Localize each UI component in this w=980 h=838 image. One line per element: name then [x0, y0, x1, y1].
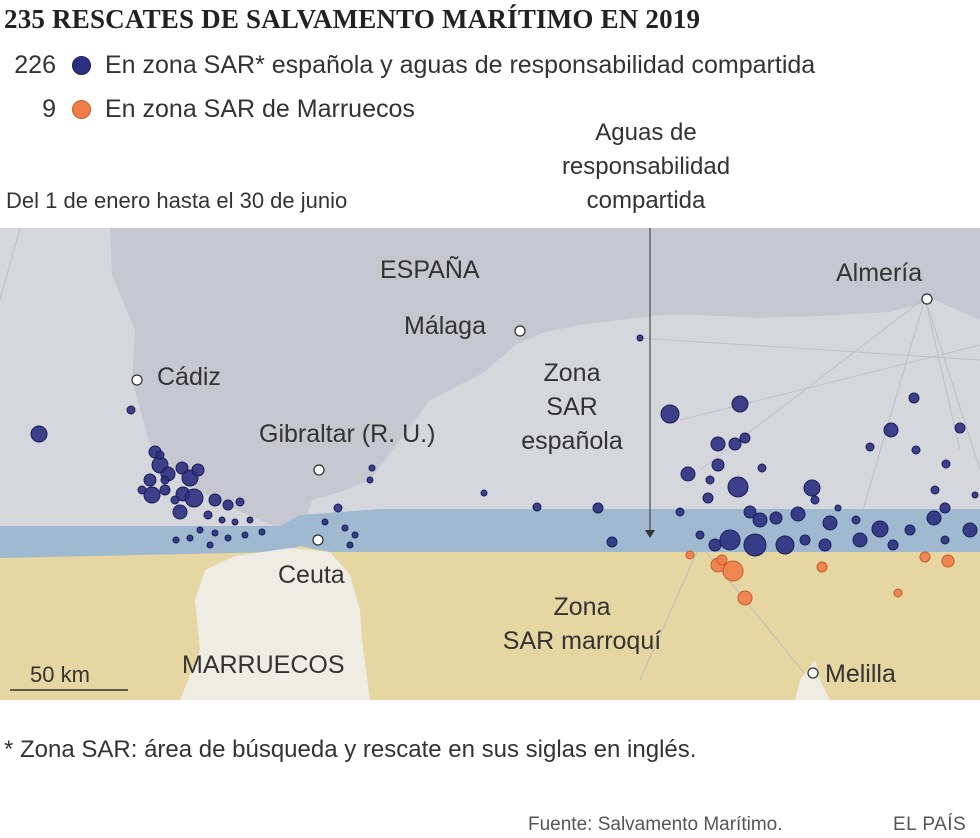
rescue-points-spanish [30, 334, 979, 557]
source-credit: Fuente: Salvamento Marítimo. [528, 814, 783, 835]
legend-label-morocco: En zona SAR de Marruecos [105, 94, 415, 123]
shared-waters-annotation: Aguas de responsabilidad compartida [561, 119, 731, 214]
scale-label: 50 km [30, 662, 90, 687]
rescue-map: 50 km ESPAÑA MARRUECOS Zona SAR española Z… [0, 228, 980, 700]
city-marker-malaga [514, 325, 526, 337]
rescue-points-morocco [685, 550, 955, 606]
legend-item-spanish: 226 En zona SAR* española y aguas de res… [0, 48, 815, 82]
city-label-cadiz: Cádiz [157, 363, 221, 391]
spain-land [20, 228, 980, 532]
city-marker-gibraltar [313, 464, 325, 476]
chart-title: 235 RESCATES DE SALVAMENTO MARÍTIMO EN 2… [4, 4, 701, 34]
city-label-ceuta: Ceuta [278, 561, 345, 589]
zone-label-moroccan: Zona SAR marroquí [503, 593, 661, 655]
city-marker-ceuta [312, 534, 324, 546]
city-marker-almeria [921, 293, 933, 305]
legend-item-morocco: 9 En zona SAR de Marruecos [0, 92, 415, 126]
legend-label-spanish: En zona SAR* española y aguas de respons… [105, 50, 816, 79]
pointer-arrow-icon [645, 530, 655, 538]
city-label-almeria: Almería [836, 259, 922, 287]
country-label-spain: ESPAÑA [380, 255, 480, 284]
brand-logo: EL PAÍS [893, 814, 967, 835]
footnote: * Zona SAR: área de búsqueda y rescate e… [4, 736, 697, 763]
legend-count-spanish: 226 [14, 50, 56, 79]
zone-label-spanish: Zona SAR española [521, 359, 623, 455]
legend-dot-blue-icon [72, 55, 91, 75]
city-marker-cadiz [131, 374, 143, 386]
city-label-melilla: Melilla [825, 660, 896, 688]
legend-dot-orange-icon [72, 99, 91, 119]
city-label-malaga: Málaga [404, 312, 486, 340]
legend-count-morocco: 9 [42, 94, 56, 123]
city-marker-melilla [807, 667, 819, 679]
melilla-cape [795, 660, 830, 700]
city-label-gibraltar: Gibraltar (R. U.) [259, 420, 435, 448]
period-label: Del 1 de enero hasta el 30 de junio [6, 188, 348, 213]
city-markers [131, 293, 933, 679]
country-label-morocco: MARRUECOS [182, 651, 345, 679]
morocco-land [180, 548, 370, 700]
